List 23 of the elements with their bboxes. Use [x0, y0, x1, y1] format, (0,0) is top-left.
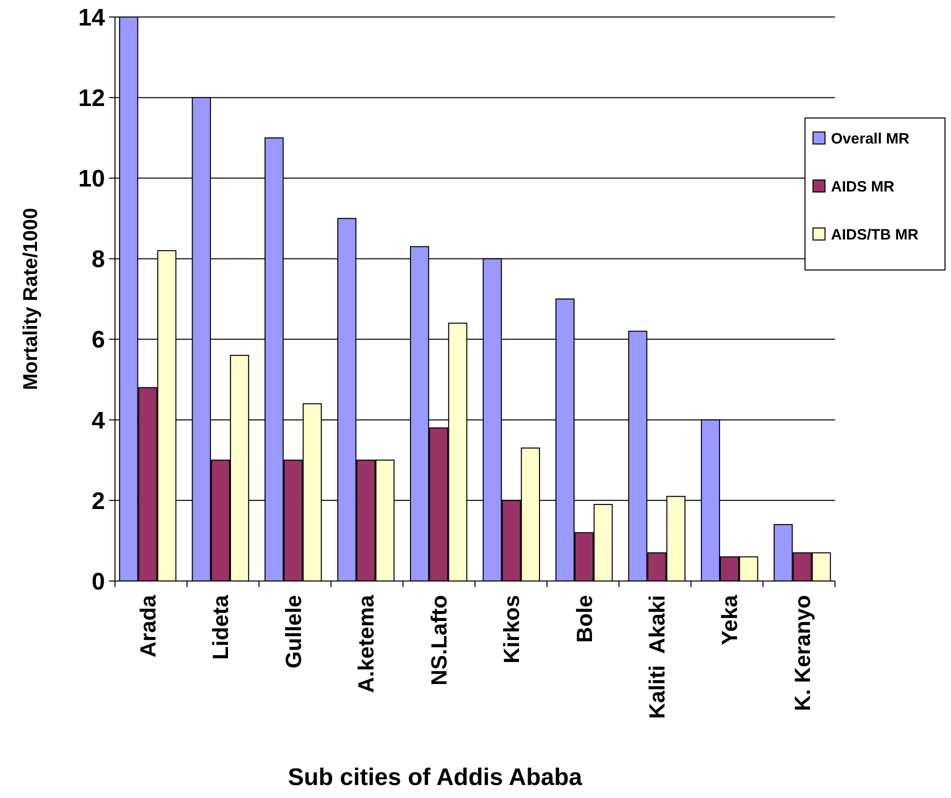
legend-label: AIDS MR: [831, 178, 894, 196]
x-tick-label: Yeka: [717, 594, 742, 646]
y-tick-label: 4: [92, 407, 106, 434]
y-axis-title: Mortality Rate/1000: [20, 208, 42, 390]
legend-label: AIDS/TB MR: [831, 226, 919, 244]
y-tick-label: 6: [92, 326, 105, 354]
x-tick-label: Gullele: [280, 595, 306, 668]
x-tick-label: Bole: [572, 595, 597, 643]
x-tick-label: NS.Lafto: [426, 595, 452, 686]
y-tick-label: 10: [78, 166, 105, 193]
x-tick-label: A.ketema: [354, 594, 379, 693]
x-axis-title: Sub cities of Addis Ababa: [288, 764, 583, 791]
y-tick-label: 8: [92, 246, 105, 274]
x-tick-label: Arada: [135, 594, 160, 658]
x-tick-label: K. Keranyo: [790, 595, 815, 712]
legend-label: Overall MR: [831, 130, 910, 148]
y-tick-label: 2: [92, 488, 105, 515]
x-tick-label: Kirkos: [499, 595, 524, 664]
y-tick-label: 0: [92, 568, 105, 596]
y-tick-label: 12: [78, 84, 105, 112]
x-tick-label: Kaliti Akaki: [644, 595, 670, 719]
y-tick-label: 14: [78, 4, 106, 32]
x-tick-label: Lideta: [208, 594, 234, 660]
